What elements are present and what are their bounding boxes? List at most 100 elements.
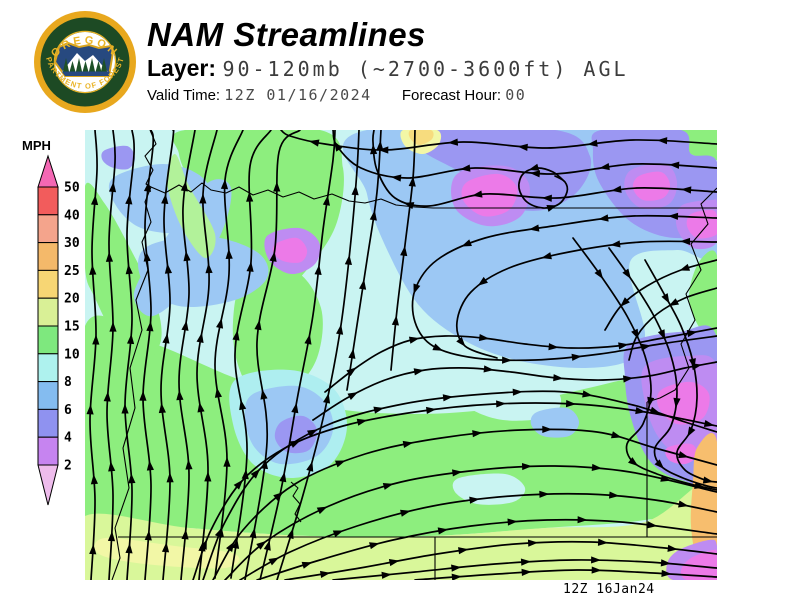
streamline-arrowhead [512, 388, 523, 396]
streamline-arrowhead [521, 462, 533, 471]
streamline-arrowhead [164, 263, 173, 274]
streamline-arrowhead [456, 336, 466, 347]
streamline [517, 167, 569, 209]
streamline-arrowhead [598, 214, 609, 222]
streamline-arrowhead [232, 538, 240, 549]
wind-speed-region [232, 268, 323, 404]
streamline-arrowhead [437, 527, 449, 535]
streamline-arrowhead [507, 518, 518, 526]
streamline-arrowhead [472, 190, 483, 198]
legend-units-label: MPH [22, 138, 51, 153]
streamline-arrowhead [472, 430, 483, 438]
layer-label: Layer: [147, 54, 217, 81]
streamline [192, 402, 717, 580]
streamline-arrowhead [597, 538, 609, 546]
streamline-arrowhead [521, 568, 532, 576]
streamline-arrowhead [553, 374, 564, 382]
wind-speed-region [85, 315, 717, 537]
legend-band [37, 353, 59, 383]
streamline-arrowhead [301, 561, 313, 569]
tree-icon [88, 58, 96, 74]
wind-speed-legend: 50 40 30 25 20 15 10 8 6 4 2 [37, 154, 80, 506]
streamline [142, 130, 155, 580]
streamline-arrowhead [528, 163, 540, 171]
streamline-arrowhead [391, 174, 402, 182]
streamline-arrowhead [256, 540, 267, 550]
streamline-arrowhead [679, 263, 691, 271]
streamline-arrowhead [451, 573, 462, 580]
streamline-arrowhead [520, 558, 532, 566]
streamline-arrowhead [323, 393, 331, 404]
streamline-arrowhead [686, 329, 698, 338]
streamline-arrowhead [108, 181, 117, 193]
streamline-arrowhead [668, 212, 679, 220]
streamline-arrowhead [197, 402, 205, 413]
streamline-arrowhead [483, 365, 494, 373]
streamline-arrowhead [528, 224, 540, 232]
tree-icon [68, 61, 77, 74]
streamline-arrowhead [382, 482, 394, 490]
legend-arrow-down [37, 464, 59, 506]
streamline-arrowhead [185, 459, 193, 470]
streamline-arrowhead [391, 315, 399, 326]
tree-icon [94, 61, 103, 74]
streamline-arrowhead [254, 319, 262, 331]
streamline-arrowhead [546, 204, 558, 212]
streamline-arrowhead [216, 318, 224, 329]
wind-speed-region [632, 171, 671, 201]
streamline-arrowhead [161, 193, 169, 205]
legend-tick-label: 6 [64, 403, 72, 418]
streamline-arrowhead [139, 390, 147, 401]
streamline-arrowhead [334, 141, 343, 152]
streamline-arrowhead [166, 472, 174, 483]
streamline-arrowhead [669, 161, 680, 169]
streamline [124, 130, 136, 580]
streamline-arrowhead [126, 333, 135, 345]
streamline-arrowhead [199, 539, 207, 550]
streamline-arrowhead [90, 474, 99, 485]
streamline-arrowhead [425, 406, 437, 414]
streamline-arrowhead [161, 542, 170, 553]
streamline-arrowhead [703, 419, 715, 428]
streamline-arrowhead [273, 181, 281, 192]
streamline [411, 214, 717, 362]
legend-band [37, 214, 59, 244]
streamline-arrowhead [246, 261, 254, 272]
streamline-arrowhead [660, 474, 671, 482]
wind-speed-region [680, 549, 717, 580]
map-timestamp: 12Z 16Jan24 [563, 582, 655, 597]
streamline-arrowhead [447, 138, 459, 146]
streamline-arrowhead [591, 566, 602, 574]
streamline-arrowhead [496, 400, 507, 408]
legend-band [37, 408, 59, 438]
streamline-arrowhead [356, 418, 368, 426]
streamline-arrowhead [260, 389, 268, 400]
streamline-arrowhead [631, 328, 639, 340]
wind-speed-region [137, 235, 269, 307]
streamline-arrowhead [204, 471, 212, 482]
legend-tick-label: 25 [64, 264, 80, 279]
legend-band [37, 436, 59, 466]
streamline-arrowhead [263, 540, 271, 551]
streamline-arrowhead [541, 194, 552, 202]
streamline-arrowhead [527, 539, 539, 547]
legend-band [37, 381, 59, 410]
streamline-arrowhead [502, 356, 513, 364]
wind-speed-region [530, 407, 580, 438]
streamline-arrowhead [640, 343, 652, 351]
streamline-arrowhead [432, 343, 444, 351]
streamline-arrowhead [89, 544, 97, 555]
streamline [572, 237, 717, 491]
streamline-arrowhead [103, 391, 111, 402]
streamline-arrowhead [196, 332, 204, 343]
layer-line: Layer: 90-120mb (~2700-3600ft) AGL [147, 56, 787, 80]
columbia-river [150, 182, 434, 209]
streamline-arrowhead [400, 509, 411, 517]
streamline [604, 259, 717, 331]
tree-icon [75, 58, 83, 74]
streamline [178, 130, 196, 580]
streamline-arrowhead [565, 400, 577, 408]
tree-icon [62, 58, 70, 74]
legend-tick-label: 10 [64, 347, 80, 362]
streamline [256, 518, 717, 580]
